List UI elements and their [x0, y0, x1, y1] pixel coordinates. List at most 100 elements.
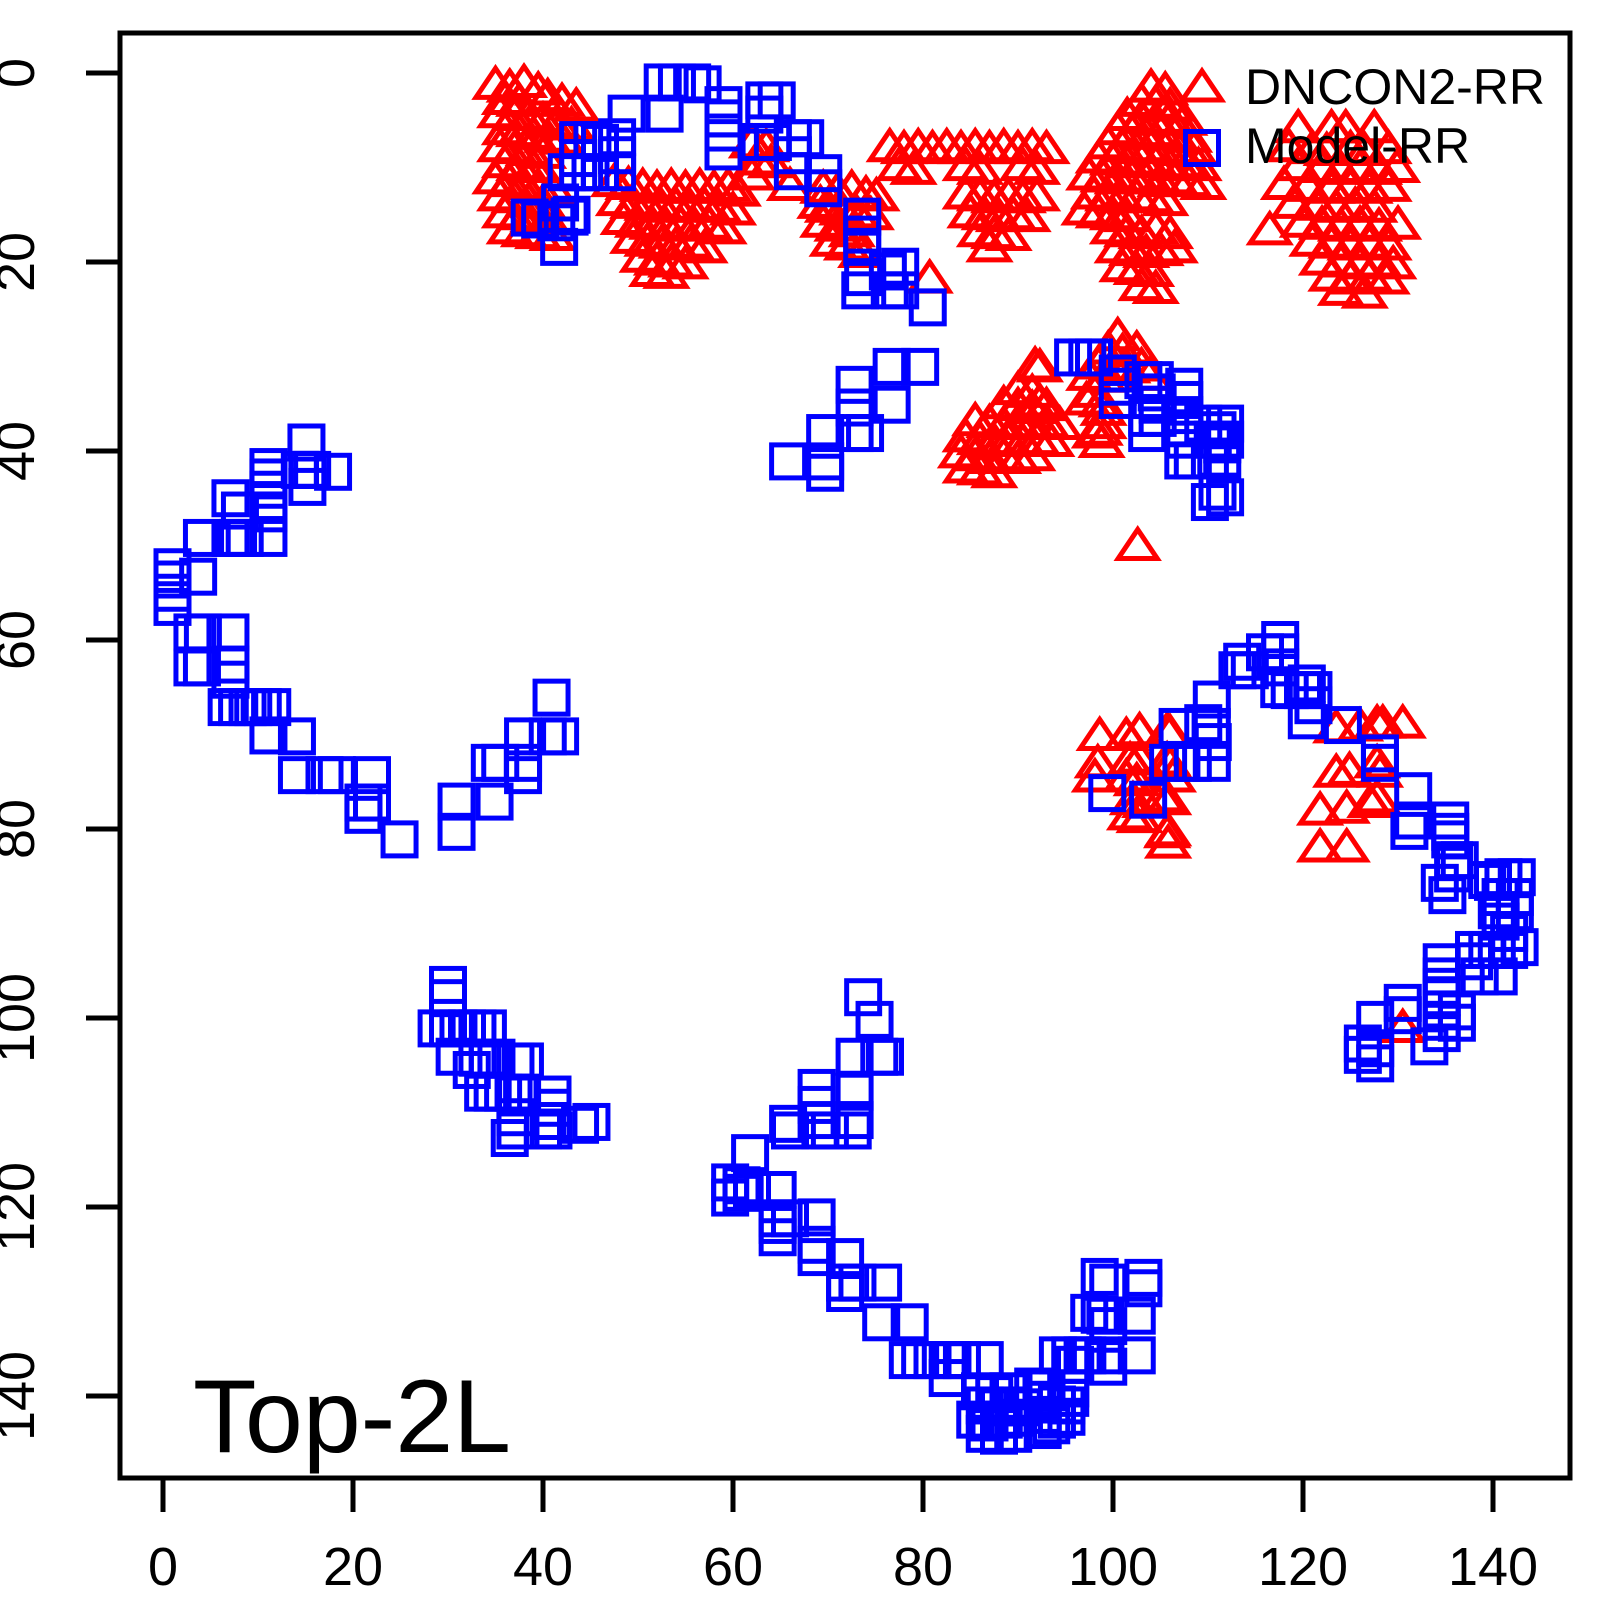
data-point-DNCON2-RR: [746, 142, 796, 179]
data-point-Model-RR: [1192, 743, 1231, 782]
data-point-Model-RR: [722, 1173, 761, 1212]
data-point-Model-RR: [182, 648, 221, 687]
data-point-DNCON2-RR: [1352, 742, 1402, 779]
data-point-Model-RR: [1023, 1411, 1062, 1450]
data-point-DNCON2-RR: [1126, 177, 1176, 214]
data-point-Model-RR: [1360, 743, 1399, 782]
data-point-Model-RR: [1088, 774, 1127, 813]
data-point-Model-RR: [561, 1105, 600, 1144]
data-point-Model-RR: [1287, 664, 1326, 703]
data-point-Model-RR: [1479, 957, 1518, 996]
data-point-Model-RR: [344, 795, 383, 834]
data-point-Model-RR: [1128, 414, 1167, 453]
data-point-Model-RR: [607, 94, 646, 133]
data-point-DNCON2-RR: [1077, 422, 1126, 458]
data-point-Model-RR: [153, 587, 192, 626]
x-tick-label: 140: [1448, 1537, 1538, 1597]
data-point-DNCON2-RR: [993, 438, 1043, 475]
data-point-DNCON2-RR: [1350, 107, 1399, 144]
data-point-Model-RR: [758, 1218, 797, 1257]
data-point-Model-RR: [249, 494, 288, 533]
data-point-DNCON2-RR: [1352, 777, 1402, 814]
plot-border: [117, 30, 1573, 1481]
data-point-DNCON2-RR: [1150, 158, 1199, 195]
data-point-Model-RR: [862, 1303, 901, 1342]
y-tick-label: 140: [0, 1351, 46, 1441]
data-point-Model-RR: [771, 1111, 809, 1150]
data-point-Model-RR: [452, 1050, 491, 1089]
data-point-Model-RR: [532, 678, 571, 717]
y-tick-label: 80: [0, 799, 46, 859]
y-tick-label: 0: [0, 58, 46, 88]
x-tick-label: 100: [1068, 1537, 1158, 1597]
data-point-DNCON2-RR: [970, 452, 1019, 489]
data-point-Model-RR: [1190, 483, 1229, 522]
legend: DNCON2-RR Model-RR: [1177, 59, 1545, 174]
data-point-Model-RR: [1394, 772, 1433, 811]
data-point-Model-RR: [1129, 780, 1168, 819]
data-point-DNCON2-RR: [1340, 272, 1389, 309]
data-point-Model-RR: [475, 782, 514, 821]
data-point-Model-RR: [769, 442, 808, 481]
data-point-DNCON2-RR: [1295, 826, 1345, 863]
data-point-DNCON2-RR: [485, 208, 534, 245]
data-point-DNCON2-RR: [1062, 379, 1111, 416]
data-point-Model-RR: [537, 203, 576, 242]
data-point-DNCON2-RR: [699, 208, 748, 245]
data-point-DNCON2-RR: [1136, 230, 1185, 267]
data-point-Model-RR: [872, 385, 911, 424]
data-point-DNCON2-RR: [680, 227, 729, 264]
data-point-Model-RR: [1117, 1296, 1156, 1335]
data-point-Model-RR: [806, 453, 845, 492]
data-point-Model-RR: [804, 169, 843, 208]
data-point-Model-RR: [908, 288, 947, 327]
data-point-Model-RR: [1356, 1044, 1395, 1083]
data-point-DNCON2-RR: [661, 243, 710, 280]
data-point-Model-RR: [496, 1111, 535, 1150]
data-point-DNCON2-RR: [1003, 196, 1052, 233]
data-point-DNCON2-RR: [818, 189, 867, 226]
data-point-DNCON2-RR: [1060, 189, 1109, 226]
data-point-DNCON2-RR: [965, 226, 1014, 263]
data-point-Model-RR: [468, 1009, 507, 1048]
data-point-Model-RR: [249, 518, 288, 557]
data-point-Model-RR: [843, 227, 882, 266]
data-point-Model-RR: [711, 1178, 750, 1217]
data-point-DNCON2-RR: [1022, 385, 1071, 422]
data-point-Model-RR: [797, 1101, 836, 1140]
y-tick-label: 120: [0, 1162, 46, 1252]
data-point-Model-RR: [541, 717, 580, 756]
data-point-Model-RR: [1394, 801, 1433, 840]
data-point-DNCON2-RR: [1145, 85, 1195, 122]
y-tick-label: 40: [0, 421, 46, 481]
data-point-Model-RR: [1323, 706, 1362, 745]
data-point-DNCON2-RR: [1245, 209, 1294, 246]
data-point-Model-RR: [806, 414, 845, 453]
data-point-Model-RR: [797, 1198, 836, 1237]
data-point-DNCON2-RR: [1373, 203, 1423, 240]
data-point-DNCON2-RR: [1098, 246, 1147, 283]
data-point-DNCON2-RR: [1015, 381, 1065, 418]
data-point-DNCON2-RR: [1117, 265, 1166, 302]
data-point-Model-RR: [826, 1273, 865, 1312]
data-point-DNCON2-RR: [1362, 258, 1411, 295]
data-point-Model-RR: [855, 1000, 894, 1039]
data-point-Model-RR: [683, 65, 722, 104]
data-point-DNCON2-RR: [471, 158, 520, 195]
data-point-DNCON2-RR: [1346, 782, 1395, 819]
data-point-DNCON2-RR: [1316, 269, 1366, 306]
data-point-Model-RR: [890, 1303, 929, 1342]
data-point-Model-RR: [572, 1102, 611, 1141]
data-point-Model-RR: [1343, 1035, 1382, 1074]
data-point-Model-RR: [490, 1119, 529, 1158]
axis-ticks: 0 20 40 60 80 100 120 140 0 20 40 60 80 100 120 140: [0, 58, 1538, 1597]
data-point-Model-RR: [504, 756, 543, 795]
data-point-DNCON2-RR: [1010, 344, 1060, 381]
data-point-Model-RR: [1390, 811, 1429, 850]
data-point-Model-RR: [1192, 680, 1231, 719]
data-point-Model-RR: [835, 365, 874, 404]
data-point-Model-RR: [826, 1238, 865, 1277]
data-point-DNCON2-RR: [1378, 702, 1427, 739]
data-point-Model-RR: [841, 271, 880, 310]
